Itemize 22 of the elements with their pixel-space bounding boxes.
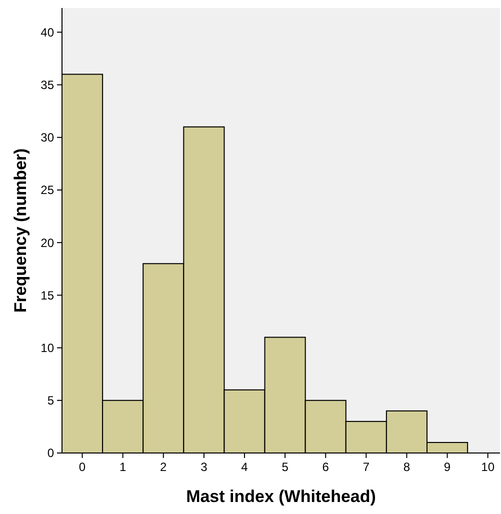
y-tick-label: 5	[47, 394, 54, 408]
x-tick-label: 7	[362, 460, 370, 474]
y-tick-label: 30	[40, 130, 54, 145]
y-tick-label: 15	[40, 288, 54, 302]
x-tick-label: 6	[322, 460, 330, 474]
y-tick-label: 10	[40, 341, 54, 355]
y-axis-title: Frequency (number)	[11, 148, 30, 313]
x-tick-label: 2	[160, 460, 168, 474]
x-tick-label: 1	[119, 460, 126, 474]
x-axis-title: Mast index (Whitehead)	[186, 487, 376, 506]
x-tick-label: 8	[403, 460, 410, 474]
x-tick-label: 0	[78, 460, 86, 474]
y-tick-label: 35	[40, 78, 54, 92]
y-tick-label: 0	[47, 446, 54, 460]
y-tick-label: 20	[40, 236, 54, 250]
x-tick-label: 9	[444, 460, 451, 474]
x-tick-label: 10	[481, 460, 495, 474]
x-tick-label: 3	[200, 460, 208, 474]
y-tick-label: 40	[40, 25, 54, 40]
x-tick-label: 5	[282, 460, 289, 474]
y-tick-label: 25	[40, 183, 54, 198]
x-tick-label: 4	[241, 460, 248, 474]
